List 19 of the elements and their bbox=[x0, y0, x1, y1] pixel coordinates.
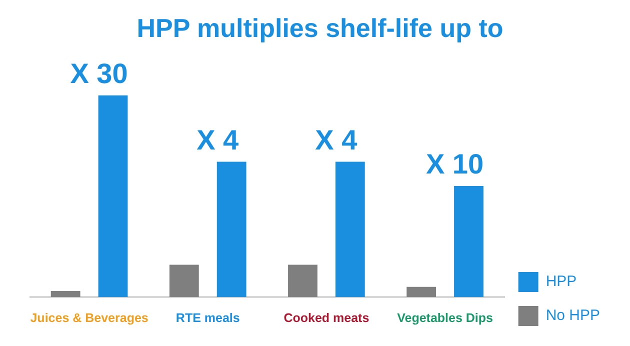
text: X 30 bbox=[70, 58, 128, 89]
annotation: X 4 bbox=[315, 124, 358, 156]
bar bbox=[288, 264, 318, 297]
annotation: X 10 bbox=[426, 148, 484, 180]
x-tick-label: RTE meals bbox=[176, 310, 240, 325]
bar bbox=[98, 95, 128, 297]
bar bbox=[169, 264, 199, 297]
bar bbox=[216, 162, 246, 297]
x-tick-label: Vegetables Dips bbox=[397, 310, 494, 325]
chart-title: HPP multiplies shelf-life up to bbox=[136, 12, 504, 43]
legend-label: HPP bbox=[546, 273, 577, 290]
x-tick-label: Cooked meats bbox=[284, 310, 370, 325]
x-tick-label: Juices & Beverages bbox=[30, 310, 148, 325]
bar bbox=[50, 290, 80, 297]
legend-label: No HPP bbox=[546, 307, 600, 324]
annotation: X 4 bbox=[196, 124, 240, 156]
bar bbox=[454, 186, 484, 297]
bar bbox=[406, 286, 436, 297]
bar bbox=[335, 162, 365, 297]
